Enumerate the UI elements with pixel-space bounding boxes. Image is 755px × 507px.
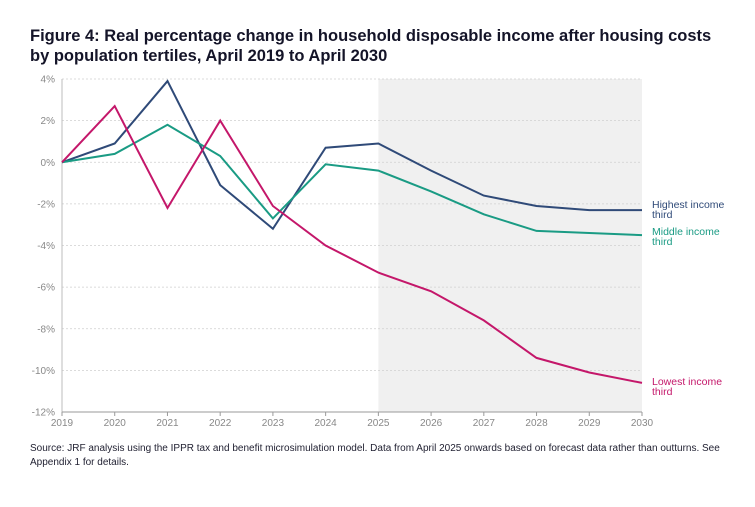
y-tick-label: -6% xyxy=(37,283,55,294)
series-label-lowest-income-third: Lowest income third xyxy=(652,376,722,398)
series-label-middle-income-third: Middle income third xyxy=(652,226,720,248)
chart-title: Figure 4: Real percentage change in hous… xyxy=(30,27,712,65)
series-label-layer: Highest income third Middle income third Low… xyxy=(652,199,725,398)
x-tick-label: 2026 xyxy=(420,418,443,429)
source-note: Source: JRF analysis using the IPPR tax … xyxy=(30,443,720,468)
grid-layer xyxy=(62,78,642,371)
y-tick-label: -8% xyxy=(37,324,55,335)
y-tick-label: 4% xyxy=(41,75,56,86)
x-tick-label: 2030 xyxy=(631,418,654,429)
x-tick-label: 2021 xyxy=(156,418,179,429)
y-tick-label: 0% xyxy=(41,158,56,169)
x-tick-label: 2024 xyxy=(315,418,338,429)
y-tick-label: -10% xyxy=(32,366,55,377)
series-line-highest-income-third xyxy=(61,79,642,231)
y-tick-label: 2% xyxy=(41,116,56,127)
y-tick-label: -4% xyxy=(37,241,55,252)
x-tick-label: 2022 xyxy=(209,418,232,429)
series-line-lowest-income-third xyxy=(61,104,643,384)
x-tick-label: 2025 xyxy=(367,418,390,429)
x-tick-label: 2028 xyxy=(525,418,548,429)
x-tick-label: 2027 xyxy=(473,418,496,429)
y-tick-label: -2% xyxy=(37,199,55,210)
series-line-middle-income-third xyxy=(61,123,643,237)
x-tick-label: 2023 xyxy=(262,418,285,429)
x-tick-label: 2029 xyxy=(578,418,601,429)
y-tick-label: -12% xyxy=(32,408,55,419)
axis-layer: 4% 2% 0% -2% -4% -6% -8% -10% -12%2019 2020 2021 20… xyxy=(32,75,654,430)
series-layer xyxy=(61,79,643,384)
x-tick-label: 2019 xyxy=(51,418,74,429)
x-tick-label: 2020 xyxy=(104,418,127,429)
series-label-highest-income-third: Highest income third xyxy=(652,199,725,221)
